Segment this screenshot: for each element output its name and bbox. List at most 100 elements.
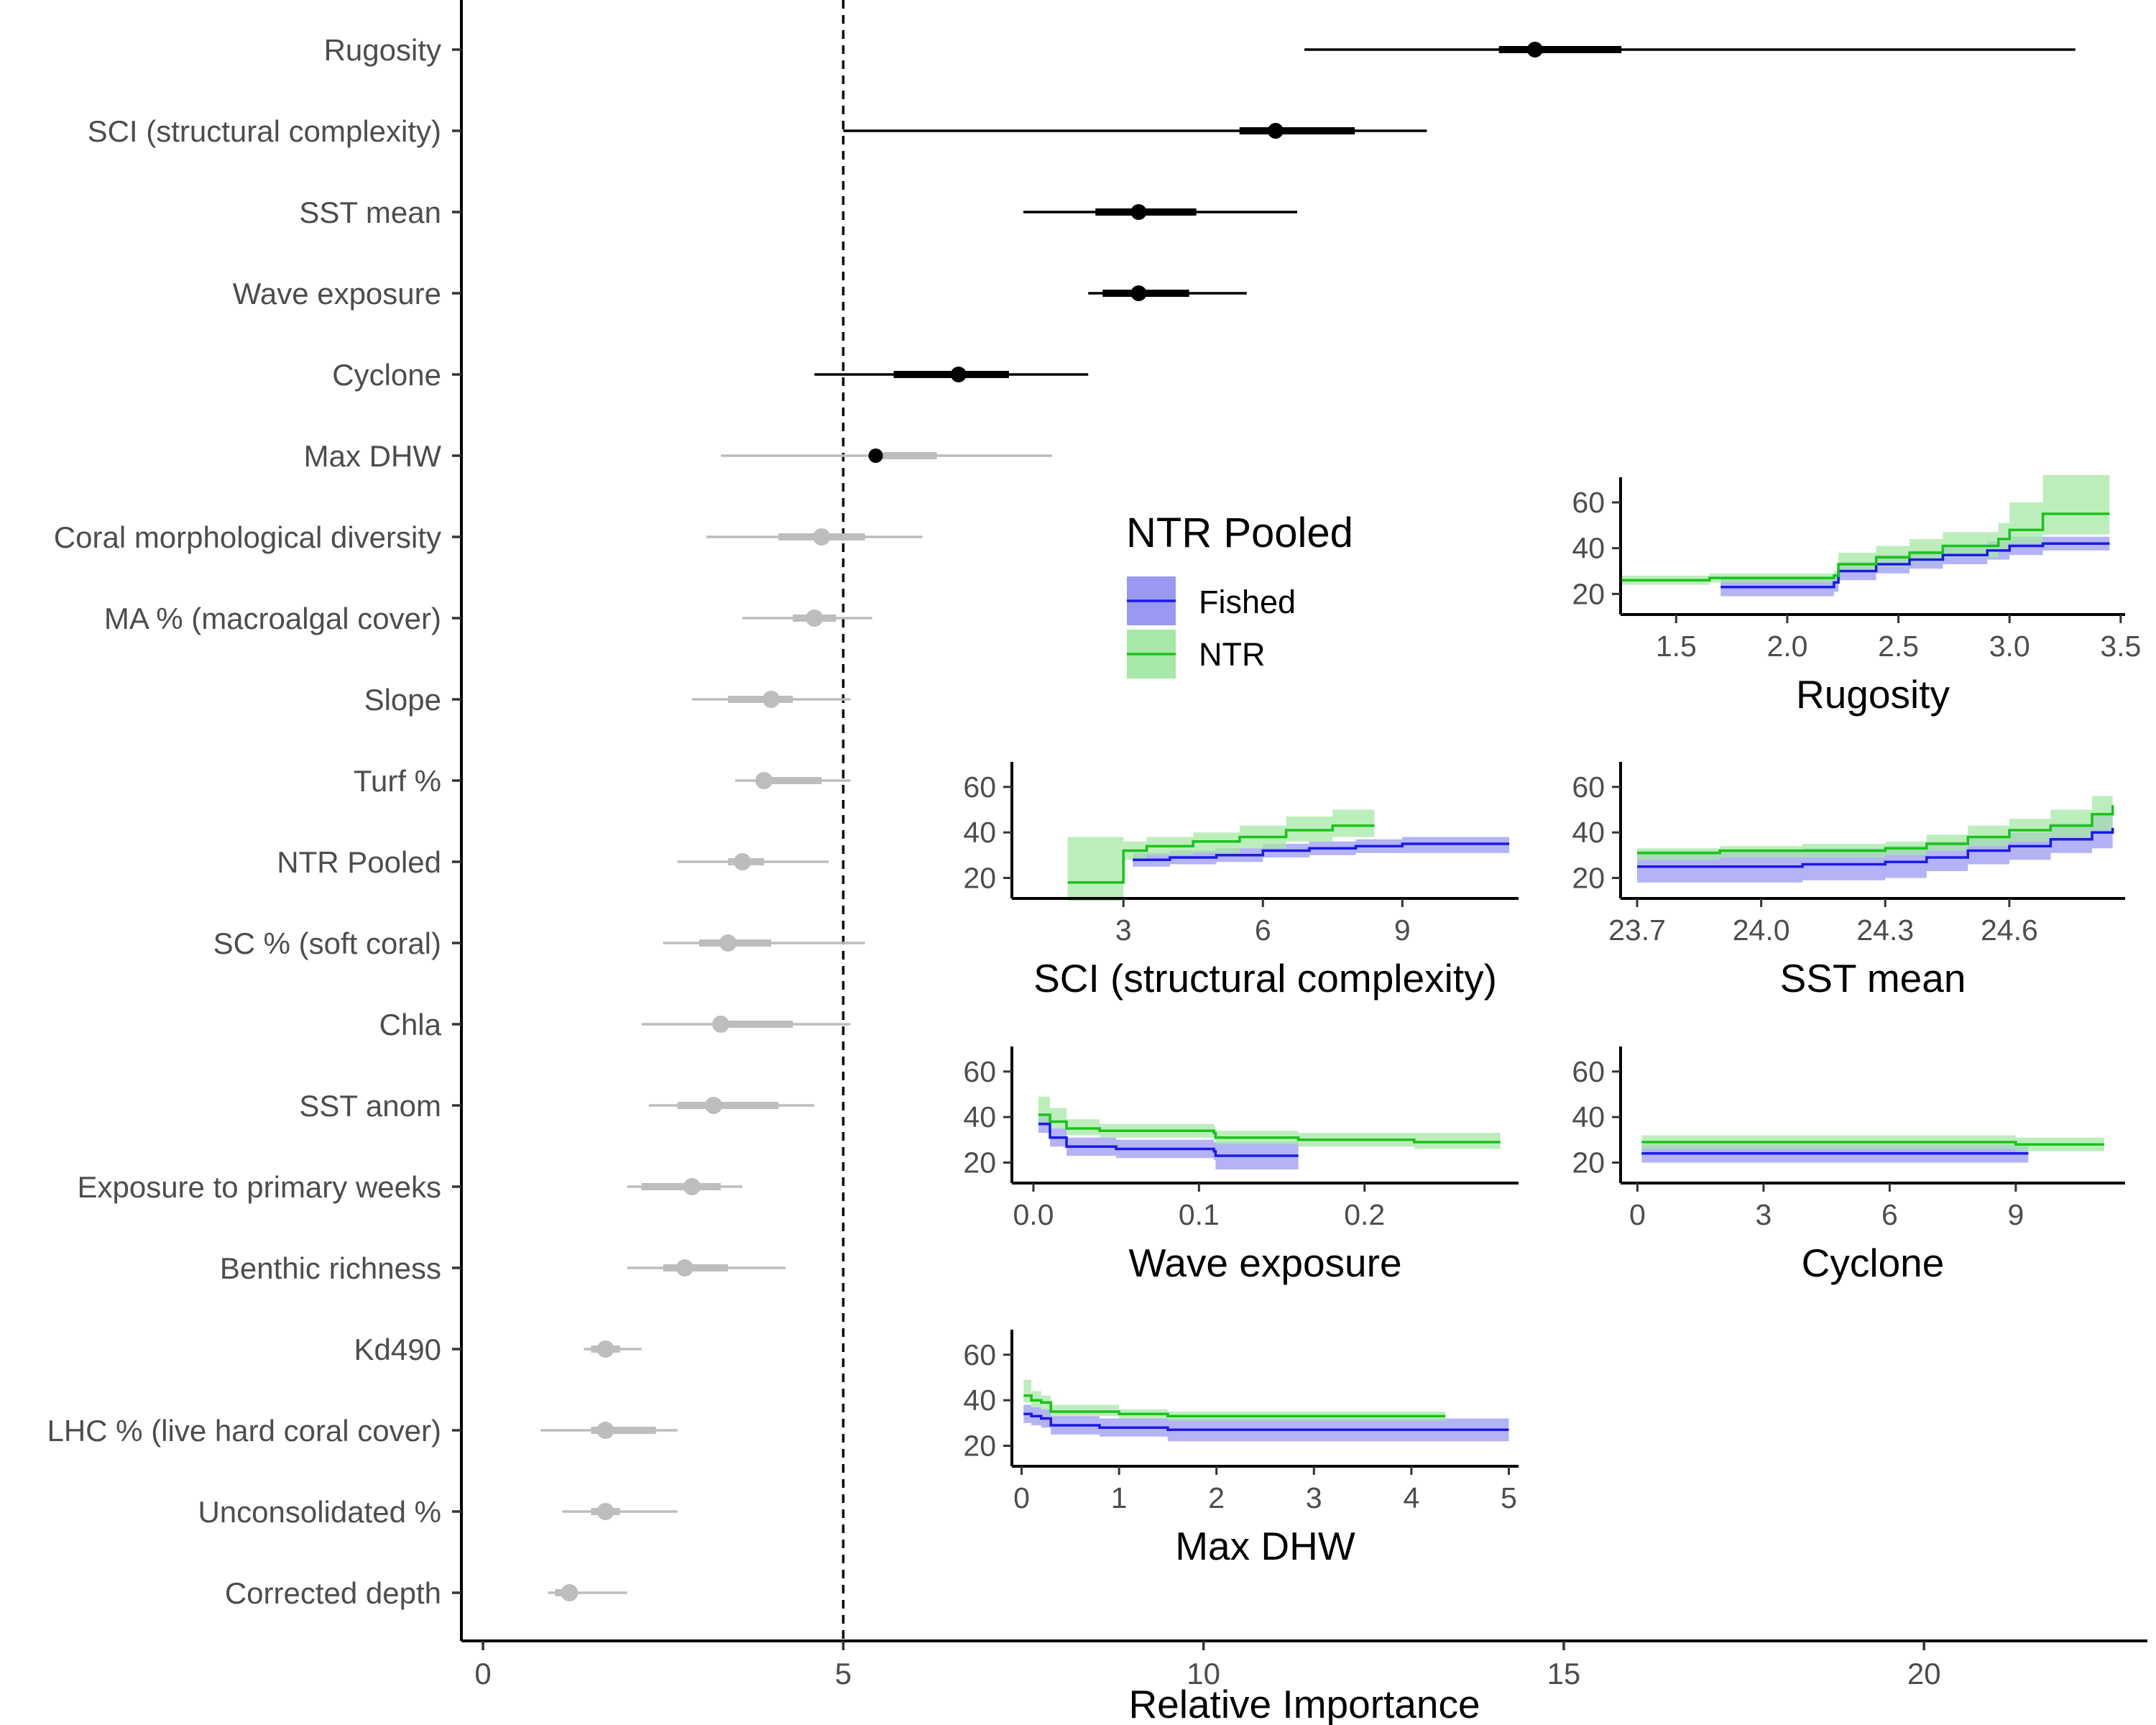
inset-y-tick-label: 20	[963, 862, 996, 895]
y-tick-label: Unconsolidated %	[198, 1495, 441, 1529]
ribbon-ntr	[1038, 1096, 1501, 1149]
inset-x-tick-label: 3	[1755, 1198, 1772, 1231]
row-ma-macroalgal-cover: MA % (macroalgal cover)	[104, 602, 872, 635]
inset-rugosity: 20 40 60 1.5 2.0 2.5 3.0 3.5 Rugosity	[1572, 474, 2141, 717]
inset-x-tick-label: 9	[2007, 1198, 2024, 1231]
row-wave-exposure: Wave exposure	[233, 277, 1247, 310]
line-ntr	[1641, 1141, 2104, 1146]
y-tick-label: Benthic richness	[220, 1251, 441, 1285]
y-tick-label: Kd490	[354, 1333, 441, 1366]
inset-y-tick-label: 60	[1572, 1055, 1605, 1088]
mean-point	[596, 1503, 614, 1520]
mean-point	[1130, 285, 1147, 301]
y-tick-label: SST anom	[299, 1089, 441, 1123]
ribbon-fished	[1023, 1404, 1509, 1442]
inset-sst-mean: 20 40 60 23.7 24.0 24.3 24.6 SST mean	[1572, 757, 2125, 1000]
line-fished	[1133, 842, 1510, 861]
row-sst-anom: SST anom	[299, 1089, 815, 1123]
row-cyclone: Cyclone	[332, 358, 1089, 392]
inset-x-tick-label: 1	[1111, 1481, 1128, 1514]
inset-y-tick-label: 60	[1572, 486, 1605, 519]
inset-y-tick-label: 20	[1572, 577, 1605, 610]
inset-y-tick-label: 20	[1572, 1146, 1605, 1179]
ribbon-ntr	[1067, 809, 1375, 901]
row-sc-soft-coral: SC % (soft coral)	[213, 926, 865, 960]
inset-wave-exposure: 20 40 60 0.0 0.1 0.2 Wave exposure	[963, 1046, 1519, 1285]
inset-x-tick-label: 5	[1501, 1481, 1517, 1514]
inset-x-tick-label: 0	[1629, 1198, 1646, 1231]
y-tick-label: Turf %	[354, 764, 441, 798]
inset-max-dhw: 20 40 60 0 1 2 3 4 5 Max DHW	[963, 1330, 1519, 1568]
x-tick-label: 10	[1187, 1657, 1220, 1690]
mean-point	[676, 1259, 694, 1276]
y-tick-label: Wave exposure	[233, 277, 441, 310]
inset-y-tick-label: 60	[963, 1338, 996, 1371]
y-tick-label: SST mean	[299, 196, 441, 229]
row-corrected-depth: Corrected depth	[225, 1576, 627, 1610]
inset-x-tick-label: 6	[1881, 1198, 1898, 1231]
mean-point	[763, 691, 780, 708]
inset-x-tick-label: 3.0	[1989, 630, 2030, 663]
mean-point	[719, 934, 737, 952]
inset-x-tick-label: 9	[1394, 914, 1411, 947]
mean-point	[711, 1016, 729, 1033]
y-tick-label: Corrected depth	[225, 1576, 441, 1610]
row-chla: Chla	[379, 1008, 851, 1041]
inset-x-tick-label: 0.2	[1344, 1198, 1385, 1231]
inset-title: SCI (structural complexity)	[1033, 956, 1497, 1000]
row-lhc-live-hard-coral-cover: LHC % (live hard coral cover)	[47, 1414, 678, 1448]
inset-y-tick-label: 40	[1572, 1100, 1605, 1133]
inset-y-tick-label: 20	[1572, 862, 1605, 895]
inset-x-tick-label: 2.5	[1878, 630, 1919, 663]
inset-x-tick-label: 2	[1208, 1481, 1225, 1514]
inset-x-tick-label: 24.0	[1733, 914, 1790, 947]
mean-point	[1267, 123, 1284, 139]
inset-x-tick-label: 23.7	[1608, 914, 1666, 947]
mean-point	[868, 448, 883, 463]
inset-x-tick-label: 6	[1255, 914, 1271, 947]
inset-title: Rugosity	[1796, 672, 1950, 717]
row-max-dhw: Max DHW	[304, 439, 1053, 473]
inset-y-tick-label: 60	[963, 770, 996, 804]
mean-point	[704, 1097, 722, 1114]
inset-x-tick-label: 0.0	[1013, 1198, 1054, 1231]
y-tick-label: Max DHW	[304, 439, 442, 473]
line-fished	[1720, 542, 2110, 589]
x-tick-label: 20	[1907, 1657, 1941, 1690]
mean-point	[596, 1340, 614, 1358]
row-unconsolidated: Unconsolidated %	[198, 1495, 678, 1529]
line-ntr	[1023, 1394, 1446, 1418]
row-turf: Turf %	[354, 764, 851, 798]
x-tick-label: 5	[835, 1657, 852, 1690]
row-rugosity: Rugosity	[324, 33, 2076, 67]
inset-x-tick-label: 24.6	[1981, 914, 2038, 947]
line-ntr	[1621, 512, 2110, 582]
ribbon-fished	[1637, 807, 2113, 883]
mean-point	[813, 528, 831, 546]
y-tick-label: Chla	[379, 1008, 442, 1041]
y-tick-label: Exposure to primary weeks	[77, 1170, 441, 1204]
row-kd490: Kd490	[354, 1333, 642, 1366]
mean-point	[950, 367, 967, 382]
line-fished	[1023, 1412, 1509, 1432]
inset-y-tick-label: 40	[1572, 532, 1605, 565]
row-exposure-to-primary-weeks: Exposure to primary weeks	[77, 1170, 742, 1204]
mean-point	[1526, 42, 1543, 58]
inset-x-tick-label: 4	[1403, 1481, 1419, 1514]
row-slope: Slope	[364, 683, 851, 717]
y-tick-label: MA % (macroalgal cover)	[104, 602, 441, 635]
line-ntr	[1637, 805, 2114, 855]
line-fished	[1038, 1122, 1299, 1157]
row-sci-structural-complexity: SCI (structural complexity)	[88, 114, 1427, 148]
inset-y-tick-label: 40	[963, 816, 996, 849]
mean-point	[734, 853, 751, 870]
inset-x-tick-label: 24.3	[1856, 914, 1914, 947]
inset-x-tick-label: 0	[1013, 1481, 1030, 1514]
inset-y-tick-label: 60	[1572, 770, 1605, 804]
mean-point	[806, 610, 824, 627]
inset-y-tick-label: 20	[963, 1146, 996, 1179]
row-coral-morphological-diversity: Coral morphological diversity	[54, 520, 923, 554]
inset-y-tick-label: 40	[963, 1100, 996, 1133]
ribbon-ntr	[1621, 474, 2110, 585]
